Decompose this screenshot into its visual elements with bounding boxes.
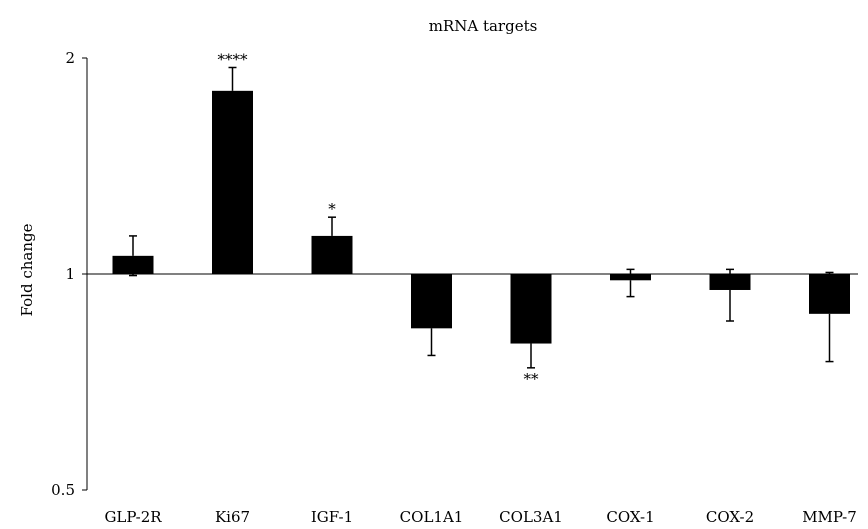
significance-label: **** [218,50,249,68]
bar-cox-2 [709,274,751,290]
x-tick-label: COX-2 [706,508,754,526]
y-tick-label: 0.5 [51,481,75,499]
bar-col3a1 [510,274,552,344]
x-tick-label: COL3A1 [499,508,563,526]
x-tick-label: IGF-1 [311,508,353,526]
significance-label: ** [524,370,540,388]
bar-mmp-7 [809,274,850,314]
bar-cox-1 [610,274,651,281]
category-labels: GLP-2R Ki67 IGF-1 COL1A1 COL3A1 COX-1 COX-2 MMP… [104,508,856,526]
x-tick-label: Ki67 [215,508,250,526]
x-tick-label: GLP-2R [104,508,162,526]
y-ticks: 0.5 1 2 [51,49,87,499]
bar-col1a1 [411,274,452,329]
y-axis-label: Fold change [18,223,36,316]
bar-igf-1 [311,235,353,274]
significance-label: * [328,200,336,218]
bars-group: ******* [112,50,850,388]
y-tick-label: 2 [65,49,75,67]
y-tick-label: 1 [65,265,75,283]
bar-ki67 [212,90,253,274]
chart-title: mRNA targets [429,17,538,35]
bar-glp-2r [112,255,154,274]
x-tick-label: COL1A1 [400,508,464,526]
x-tick-label: COX-1 [606,508,654,526]
x-tick-label: MMP-7 [802,508,857,526]
